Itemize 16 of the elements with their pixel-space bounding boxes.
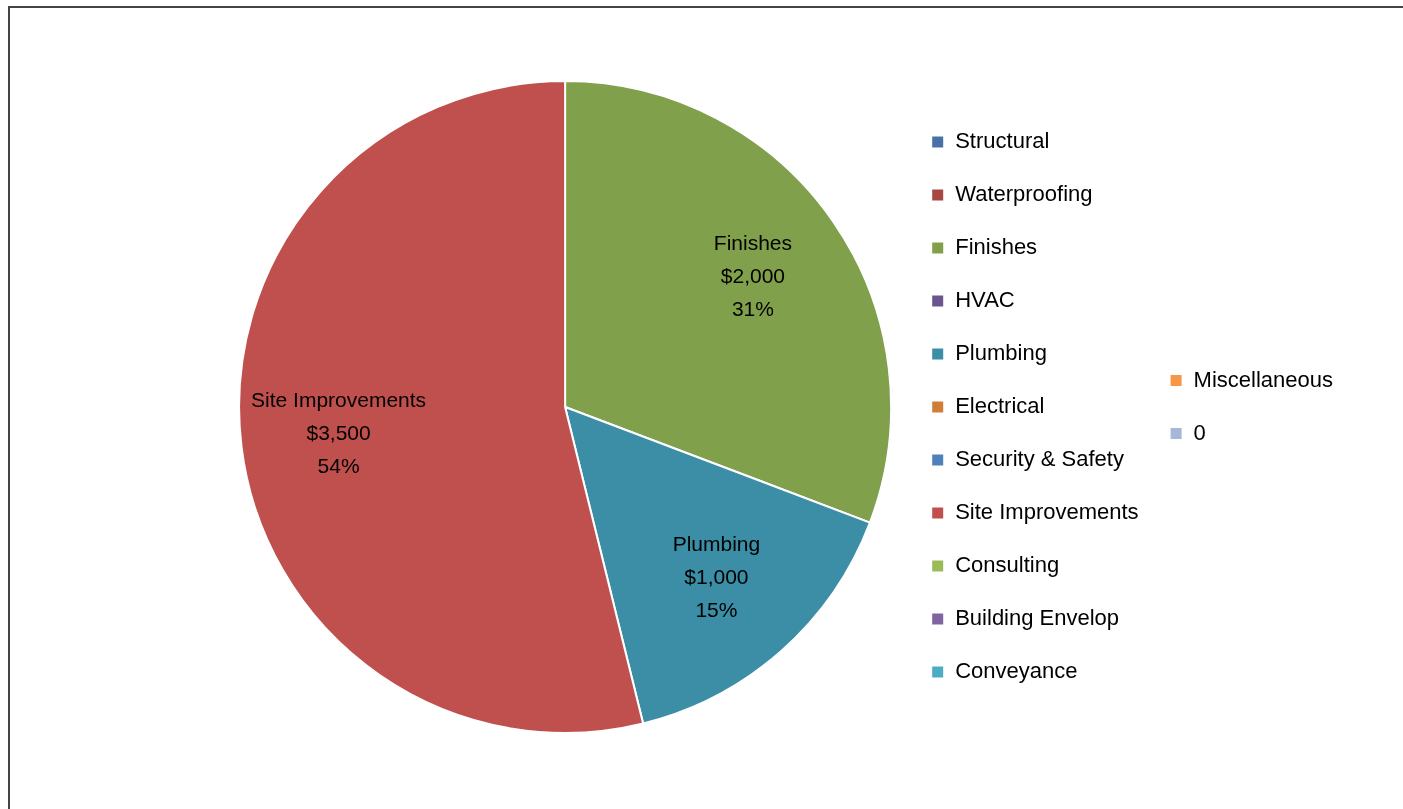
legend-label: Building Envelop: [955, 605, 1120, 631]
data-label: Site Improvements $3,500 54%: [251, 388, 427, 478]
legend-label: Structural: [955, 128, 1050, 154]
legend-label: Finishes: [955, 234, 1038, 260]
legend-label: Security & Safety: [955, 446, 1124, 472]
legend-label: Site Improvements: [955, 499, 1139, 525]
legend-label: Miscellaneous: [1193, 366, 1333, 392]
legend-label: Waterproofing: [955, 181, 1093, 207]
data-label: Finishes $2,000 31%: [713, 231, 793, 321]
legend-label: Conveyance: [955, 658, 1078, 684]
legend-label: Electrical: [955, 393, 1045, 419]
data-label: Plumbing $1,000 15%: [672, 531, 761, 621]
legend-label: HVAC: [955, 287, 1015, 313]
legend-label: Consulting: [955, 552, 1060, 578]
legend-label: 0: [1193, 419, 1206, 445]
legend-label: Plumbing: [955, 340, 1047, 366]
